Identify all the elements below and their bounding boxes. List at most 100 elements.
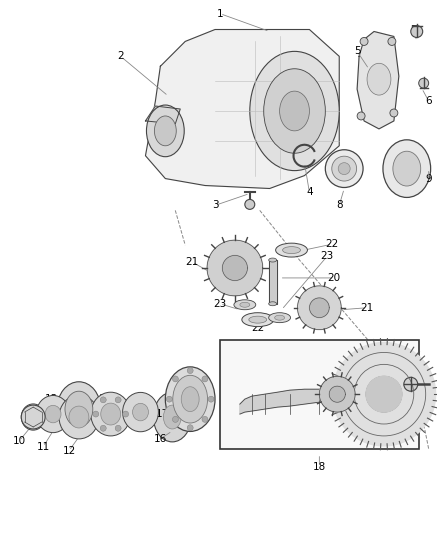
Text: 23: 23 bbox=[321, 251, 334, 261]
Circle shape bbox=[173, 416, 178, 422]
Ellipse shape bbox=[123, 392, 159, 432]
Circle shape bbox=[202, 376, 208, 382]
Ellipse shape bbox=[268, 258, 277, 262]
Ellipse shape bbox=[133, 403, 148, 421]
Text: 20: 20 bbox=[328, 273, 341, 283]
Polygon shape bbox=[329, 386, 345, 402]
Text: 19: 19 bbox=[422, 394, 435, 404]
Ellipse shape bbox=[65, 391, 93, 427]
Ellipse shape bbox=[27, 410, 39, 424]
Ellipse shape bbox=[268, 302, 277, 306]
Ellipse shape bbox=[165, 367, 215, 431]
Ellipse shape bbox=[36, 395, 70, 433]
Circle shape bbox=[419, 78, 429, 88]
Ellipse shape bbox=[276, 243, 307, 257]
Ellipse shape bbox=[279, 91, 309, 131]
Ellipse shape bbox=[264, 69, 325, 153]
Ellipse shape bbox=[181, 387, 199, 411]
Circle shape bbox=[411, 26, 423, 37]
Circle shape bbox=[187, 368, 193, 374]
Ellipse shape bbox=[338, 163, 350, 175]
Text: 4: 4 bbox=[306, 188, 313, 197]
Polygon shape bbox=[310, 298, 329, 318]
Ellipse shape bbox=[153, 392, 191, 442]
Text: 11: 11 bbox=[36, 442, 50, 452]
Polygon shape bbox=[223, 255, 247, 280]
Circle shape bbox=[115, 425, 121, 431]
Text: 15: 15 bbox=[139, 396, 152, 406]
Text: 21: 21 bbox=[186, 257, 199, 267]
Bar bbox=[220, 340, 419, 449]
Text: 17: 17 bbox=[156, 409, 169, 419]
Text: 10: 10 bbox=[13, 436, 26, 446]
Circle shape bbox=[360, 37, 368, 45]
Circle shape bbox=[21, 405, 45, 429]
Circle shape bbox=[202, 416, 208, 422]
Text: 16: 16 bbox=[154, 434, 167, 444]
Polygon shape bbox=[145, 106, 180, 124]
Ellipse shape bbox=[163, 405, 181, 429]
Ellipse shape bbox=[101, 403, 120, 425]
Polygon shape bbox=[268, 260, 277, 304]
Ellipse shape bbox=[69, 406, 89, 428]
Ellipse shape bbox=[146, 105, 184, 157]
Ellipse shape bbox=[91, 392, 131, 436]
Ellipse shape bbox=[53, 401, 65, 417]
Text: 7: 7 bbox=[410, 25, 417, 35]
Circle shape bbox=[404, 377, 418, 391]
Ellipse shape bbox=[155, 116, 176, 146]
Text: 22: 22 bbox=[325, 239, 339, 249]
Circle shape bbox=[208, 396, 214, 402]
Ellipse shape bbox=[21, 404, 45, 430]
Ellipse shape bbox=[325, 150, 363, 188]
Text: 13: 13 bbox=[44, 394, 58, 404]
Ellipse shape bbox=[332, 156, 357, 181]
Ellipse shape bbox=[57, 382, 101, 437]
Polygon shape bbox=[145, 29, 339, 189]
Text: 12: 12 bbox=[62, 446, 76, 456]
Ellipse shape bbox=[283, 247, 300, 254]
Circle shape bbox=[187, 425, 193, 431]
Ellipse shape bbox=[242, 313, 274, 327]
Circle shape bbox=[173, 376, 178, 382]
Ellipse shape bbox=[268, 313, 290, 322]
Text: 14: 14 bbox=[99, 394, 113, 404]
Polygon shape bbox=[319, 376, 355, 412]
Ellipse shape bbox=[249, 316, 267, 323]
Polygon shape bbox=[297, 286, 341, 329]
Text: 9: 9 bbox=[425, 174, 432, 183]
Text: 3: 3 bbox=[212, 200, 218, 211]
Circle shape bbox=[245, 199, 255, 209]
Circle shape bbox=[100, 397, 106, 403]
Text: 8: 8 bbox=[336, 200, 343, 211]
Circle shape bbox=[93, 411, 99, 417]
Circle shape bbox=[388, 37, 396, 45]
Circle shape bbox=[390, 109, 398, 117]
Text: 1: 1 bbox=[217, 9, 223, 19]
Ellipse shape bbox=[45, 405, 61, 423]
Ellipse shape bbox=[173, 375, 208, 423]
Text: 23: 23 bbox=[213, 299, 226, 309]
Circle shape bbox=[357, 112, 365, 120]
Polygon shape bbox=[240, 387, 334, 414]
Polygon shape bbox=[207, 240, 263, 296]
Ellipse shape bbox=[234, 300, 256, 310]
Circle shape bbox=[115, 397, 121, 403]
Text: 18: 18 bbox=[313, 462, 326, 472]
Polygon shape bbox=[366, 376, 402, 412]
Ellipse shape bbox=[393, 151, 421, 186]
Ellipse shape bbox=[367, 63, 391, 95]
Circle shape bbox=[100, 425, 106, 431]
Text: 6: 6 bbox=[425, 96, 432, 106]
Polygon shape bbox=[332, 343, 436, 446]
Circle shape bbox=[166, 396, 172, 402]
Text: 21: 21 bbox=[360, 303, 374, 313]
Ellipse shape bbox=[275, 315, 285, 320]
Text: 2: 2 bbox=[117, 51, 124, 61]
Ellipse shape bbox=[250, 51, 339, 171]
Circle shape bbox=[123, 411, 129, 417]
Text: 22: 22 bbox=[251, 322, 265, 333]
Ellipse shape bbox=[59, 395, 99, 439]
Polygon shape bbox=[357, 31, 399, 129]
Ellipse shape bbox=[240, 302, 250, 307]
